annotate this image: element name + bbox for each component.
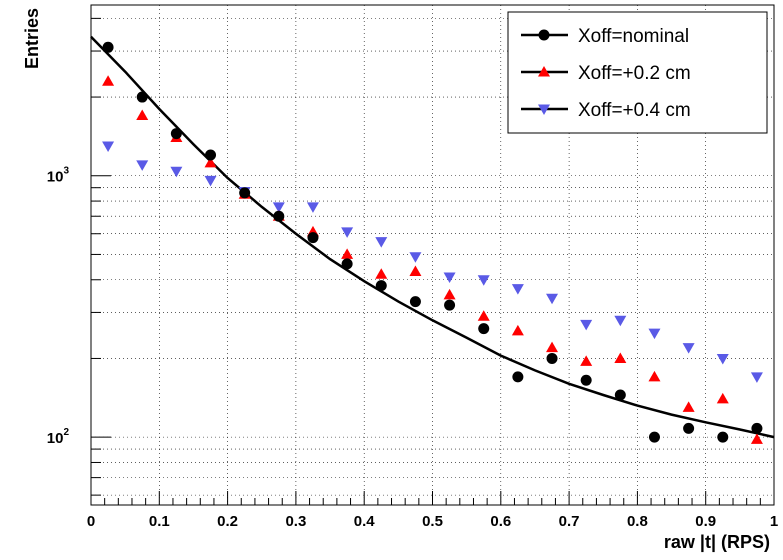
- data-point: [341, 227, 354, 238]
- x-tick-label: 0.3: [285, 513, 306, 530]
- data-point: [682, 401, 695, 412]
- x-tick-labels: 0 0.1 0.2 0.3 0.4 0.5 0.6 0.7 0.8 0.9 1: [87, 513, 778, 530]
- data-point: [614, 315, 627, 327]
- data-point: [682, 343, 695, 354]
- data-point: [204, 156, 217, 168]
- data-point: [648, 431, 660, 443]
- data-point: [750, 372, 763, 383]
- data-point: [307, 232, 319, 244]
- data-point: [751, 422, 763, 434]
- data-point: [648, 370, 661, 382]
- y-axis-title: Entries: [22, 8, 42, 69]
- data-point: [614, 389, 626, 401]
- x-tick-label: 0.5: [422, 513, 443, 530]
- data-point: [477, 310, 490, 321]
- x-tick-label: 0.1: [149, 513, 170, 530]
- data-point: [512, 371, 524, 383]
- data-point: [648, 328, 661, 340]
- data-point: [341, 258, 353, 270]
- x-tick-label: 0.4: [354, 513, 376, 530]
- x-tick-label: 0.9: [695, 513, 716, 530]
- y-tick-label: 103: [47, 166, 70, 186]
- x-tick-label: 1: [770, 513, 778, 530]
- x-axis-title: raw |t| (RPS): [664, 532, 770, 552]
- data-point: [477, 275, 490, 286]
- data-point: [375, 237, 388, 248]
- data-point: [375, 280, 387, 292]
- data-point: [136, 109, 149, 121]
- legend-marker: [538, 104, 550, 115]
- legend-marker: [538, 29, 550, 41]
- data-point: [580, 374, 592, 386]
- data-point: [546, 341, 559, 353]
- series-2: [102, 141, 763, 383]
- data-point: [341, 248, 354, 259]
- x-tick-label: 0: [87, 513, 95, 530]
- data-point: [511, 324, 524, 336]
- data-point: [239, 187, 251, 199]
- data-point: [204, 175, 217, 187]
- data-points: [102, 41, 763, 444]
- y-tick-label: 102: [47, 427, 70, 447]
- data-point: [272, 202, 285, 213]
- x-tick-label: 0.7: [559, 513, 580, 530]
- data-point: [409, 296, 421, 308]
- data-point: [614, 352, 627, 363]
- data-point: [409, 265, 422, 277]
- data-point: [102, 75, 115, 86]
- data-point: [580, 319, 593, 331]
- y-tick-labels: 102 103: [47, 166, 70, 447]
- data-point: [205, 149, 217, 161]
- data-point: [478, 323, 490, 335]
- data-point: [102, 141, 115, 152]
- data-point: [170, 128, 182, 140]
- data-point: [716, 353, 729, 365]
- data-point: [683, 422, 695, 434]
- data-point: [546, 293, 559, 305]
- data-point: [444, 299, 456, 311]
- legend-label: Xoff=+0.4 cm: [578, 100, 691, 121]
- legend-label: Xoff=nominal: [578, 26, 689, 47]
- legend-marker: [538, 66, 550, 77]
- data-point: [443, 272, 456, 283]
- data-point: [511, 284, 524, 295]
- data-point: [306, 202, 319, 213]
- fit-curve-nominal: [90, 35, 775, 439]
- x-tick-label: 0.6: [490, 513, 511, 530]
- data-point: [717, 431, 729, 443]
- data-point: [546, 352, 558, 364]
- data-point: [273, 210, 285, 222]
- data-point: [580, 355, 593, 366]
- plot-frame: [90, 4, 775, 506]
- data-point: [170, 166, 183, 178]
- data-point: [409, 252, 422, 263]
- legend: Xoff=nominal Xoff=+0.2 cm Xoff=+0.4 cm: [507, 11, 768, 134]
- data-point: [443, 288, 456, 300]
- x-tick-label: 0.8: [627, 513, 648, 530]
- data-point: [375, 268, 388, 279]
- data-point: [136, 91, 148, 103]
- series-0: [102, 41, 763, 443]
- x-tick-label: 0.2: [217, 513, 238, 530]
- axis-ticks: [90, 17, 775, 505]
- data-point: [102, 41, 114, 53]
- fit-curves: [90, 35, 775, 439]
- data-point: [716, 392, 729, 404]
- data-point: [750, 433, 763, 444]
- data-point: [136, 160, 149, 171]
- legend-label: Xoff=+0.2 cm: [578, 63, 691, 84]
